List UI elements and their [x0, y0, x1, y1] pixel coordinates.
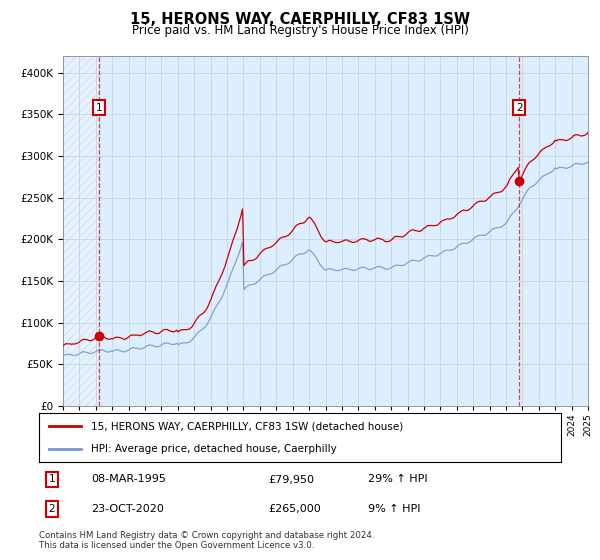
- Text: 29% ↑ HPI: 29% ↑ HPI: [368, 474, 427, 484]
- Text: Price paid vs. HM Land Registry's House Price Index (HPI): Price paid vs. HM Land Registry's House …: [131, 24, 469, 37]
- Text: 08-MAR-1995: 08-MAR-1995: [91, 474, 166, 484]
- Text: 2: 2: [49, 504, 55, 514]
- Text: Contains HM Land Registry data © Crown copyright and database right 2024.
This d: Contains HM Land Registry data © Crown c…: [39, 531, 374, 550]
- Text: 23-OCT-2020: 23-OCT-2020: [91, 504, 164, 514]
- Text: 2: 2: [516, 102, 523, 113]
- Text: £79,950: £79,950: [269, 474, 314, 484]
- Text: £265,000: £265,000: [269, 504, 322, 514]
- Text: 1: 1: [95, 102, 102, 113]
- Text: 1: 1: [49, 474, 55, 484]
- Text: 15, HERONS WAY, CAERPHILLY, CF83 1SW (detached house): 15, HERONS WAY, CAERPHILLY, CF83 1SW (de…: [91, 421, 403, 431]
- Text: 9% ↑ HPI: 9% ↑ HPI: [368, 504, 421, 514]
- Text: 15, HERONS WAY, CAERPHILLY, CF83 1SW: 15, HERONS WAY, CAERPHILLY, CF83 1SW: [130, 12, 470, 27]
- Text: HPI: Average price, detached house, Caerphilly: HPI: Average price, detached house, Caer…: [91, 444, 337, 454]
